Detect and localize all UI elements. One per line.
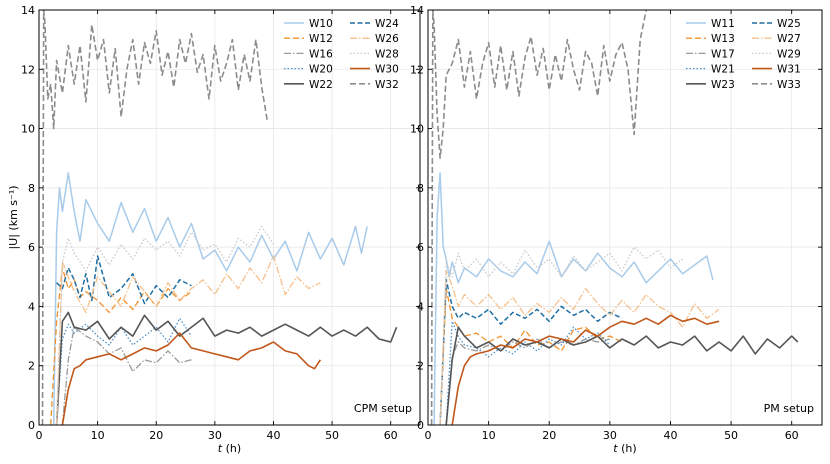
legend-label-w20: W20: [309, 64, 333, 76]
x-axis-label: t (h): [613, 442, 636, 455]
legend-label-w31: W31: [777, 64, 801, 76]
x-tick-label: 40: [266, 429, 280, 442]
legend-label-w10: W10: [309, 18, 333, 30]
legend-label-w13: W13: [711, 33, 735, 45]
x-axis-label: t (h): [218, 442, 241, 455]
y-axis-label: |U| (km s⁻¹): [7, 185, 20, 249]
legend-label-w29: W29: [777, 48, 801, 60]
legend: W11 W13 W17 W21 W23 W25 W27 W29 W31 W33: [686, 18, 801, 91]
series-line-w20: [55, 317, 192, 425]
legend-label-w23: W23: [711, 79, 735, 91]
series-line-w25: [439, 279, 623, 425]
axes-frame: [427, 9, 823, 426]
x-tick-label: 50: [325, 429, 339, 442]
series-line-w17: [445, 338, 610, 425]
legend-label-w16: W16: [309, 48, 333, 60]
legend-label-w12: W12: [309, 33, 333, 45]
y-tick-label: 4: [28, 300, 35, 313]
y-tick-label: 6: [417, 241, 424, 254]
axes-frame: [38, 9, 421, 426]
x-axis-label-symbol: t: [218, 442, 223, 455]
x-tick-label: 0: [36, 429, 43, 442]
series-line-w33: [430, 10, 647, 425]
x-tick-label: 50: [724, 429, 738, 442]
y-tick-label: 0: [417, 419, 424, 432]
legend-label-w24: W24: [375, 18, 399, 30]
series-group: [41, 10, 398, 425]
y-tick-label: 0: [28, 419, 35, 432]
series-line-w12: [50, 267, 192, 425]
y-tick-label: 2: [28, 360, 35, 373]
series-line-w30: [61, 332, 322, 425]
x-tick-label: 20: [542, 429, 556, 442]
y-tick-label: 4: [417, 300, 424, 313]
legend-label-w28: W28: [375, 48, 399, 60]
series-line-w10: [52, 172, 368, 425]
series-group: [430, 10, 799, 425]
series-line-w26: [55, 255, 321, 425]
y-tick-label: 2: [417, 360, 424, 373]
legend-label-w26: W26: [375, 33, 399, 45]
series-line-w31: [451, 314, 720, 425]
x-tick-label: 10: [91, 429, 105, 442]
series-line-w22: [55, 311, 398, 425]
legend-label-w27: W27: [777, 33, 801, 45]
y-tick-label: 8: [417, 182, 424, 195]
series-line-w21: [445, 320, 611, 425]
legend: W10 W12 W16 W20 W22 W24 W26 W28 W30 W32: [284, 18, 399, 91]
y-tick-label: 8: [28, 182, 35, 195]
series-line-w24: [56, 255, 192, 305]
series-line-w29: [439, 246, 683, 425]
series-line-w28: [55, 225, 275, 425]
series-line-w16: [61, 326, 192, 425]
legend-label-w11: W11: [711, 18, 735, 30]
x-tick-label: 30: [603, 429, 617, 442]
series-line-w32: [41, 10, 269, 425]
series-line-w13: [439, 287, 623, 425]
x-tick-label: 40: [663, 429, 677, 442]
y-tick-label: 10: [410, 123, 424, 136]
y-tick-label: 14: [21, 4, 35, 17]
panel-2: 0 10 20 30 40 50 60 0 2 4 6 8 10 12 14 t (h) PM setup W11…: [410, 4, 823, 455]
series-line-w11: [433, 172, 714, 425]
x-axis-label-unit: (h): [222, 442, 241, 455]
series-line-w27: [439, 270, 720, 425]
legend-label-w32: W32: [375, 79, 399, 91]
x-tick-label: 30: [208, 429, 222, 442]
legend-label-w30: W30: [375, 64, 399, 76]
x-tick-label: 60: [384, 429, 398, 442]
panel-label: PM setup: [764, 402, 814, 415]
y-tick-label: 10: [21, 123, 35, 136]
x-tick-label: 20: [149, 429, 163, 442]
x-tick-label: 0: [425, 429, 432, 442]
series-line-w23: [445, 326, 799, 425]
x-axis-label-unit: (h): [618, 442, 637, 455]
y-tick-label: 14: [410, 4, 424, 17]
x-axis-label-symbol: t: [613, 442, 618, 455]
legend-label-w21: W21: [711, 64, 735, 76]
x-tick-label: 10: [482, 429, 496, 442]
legend-label-w33: W33: [777, 79, 801, 91]
x-tick-label: 60: [785, 429, 799, 442]
panel-label: CPM setup: [354, 402, 412, 415]
y-tick-label: 12: [21, 63, 35, 76]
legend-label-w17: W17: [711, 48, 735, 60]
y-tick-label: 6: [28, 241, 35, 254]
y-tick-label: 12: [410, 63, 424, 76]
legend-label-w22: W22: [309, 79, 333, 91]
legend-label-w25: W25: [777, 18, 801, 30]
